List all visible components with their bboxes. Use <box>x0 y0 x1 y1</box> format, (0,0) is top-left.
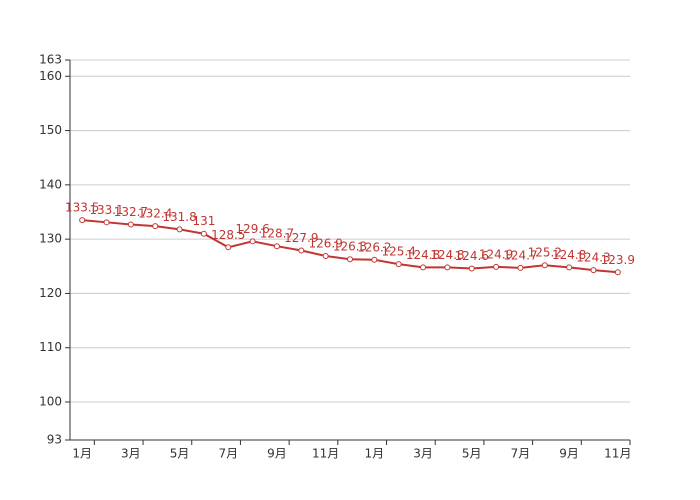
y-tick-label: 100 <box>39 395 62 409</box>
point <box>273 243 280 250</box>
data-label: 129.6 <box>235 222 269 236</box>
point <box>444 264 451 271</box>
point <box>517 264 524 271</box>
point <box>298 247 305 254</box>
x-tick-label: 7月 <box>511 447 531 461</box>
data-label: 124.6 <box>455 249 489 263</box>
x-tick-label: 11月 <box>312 447 339 461</box>
point <box>566 264 573 271</box>
x-tick-label: 9月 <box>267 447 287 461</box>
data-label: 124.8 <box>430 248 464 262</box>
point <box>103 219 110 226</box>
point <box>420 264 427 271</box>
y-tick-label: 160 <box>39 69 62 83</box>
data-label: 132.7 <box>114 205 148 219</box>
data-label: 124.8 <box>552 248 586 262</box>
data-label: 124.9 <box>479 247 513 261</box>
data-label: 126.3 <box>333 240 367 254</box>
point <box>371 256 378 263</box>
data-label: 124.3 <box>576 251 610 265</box>
point <box>79 217 86 224</box>
data-label: 128.5 <box>211 228 245 242</box>
point <box>541 262 548 269</box>
x-tick-label: 5月 <box>462 447 482 461</box>
point <box>468 265 475 272</box>
data-label: 125.2 <box>528 246 562 260</box>
x-tick-label: 1月 <box>72 447 92 461</box>
y-tick-label: 93 <box>47 433 62 447</box>
data-label: 124.7 <box>503 248 537 262</box>
data-label: 133.1 <box>89 203 123 217</box>
x-tick-label: 3月 <box>121 447 141 461</box>
y-tick-label: 130 <box>39 232 62 246</box>
point <box>249 238 256 245</box>
point <box>347 256 353 263</box>
point <box>200 230 207 237</box>
point <box>395 261 402 268</box>
data-label: 127.9 <box>284 231 318 245</box>
data-label: 126.9 <box>308 236 342 250</box>
x-tick-label: 7月 <box>218 447 238 461</box>
x-tick-label: 11月 <box>604 447 631 461</box>
data-label: 125.4 <box>382 245 416 259</box>
x-tick-label: 1月 <box>365 447 385 461</box>
data-label: 132.4 <box>138 207 172 221</box>
y-tick-label: 110 <box>39 340 62 354</box>
point <box>176 226 183 233</box>
point <box>152 223 159 230</box>
data-label: 131 <box>192 214 215 228</box>
x-tick-label: 3月 <box>413 447 433 461</box>
data-label: 123.9 <box>601 253 635 267</box>
data-label: 131.8 <box>162 210 196 224</box>
point <box>614 269 621 276</box>
data-label: 128.7 <box>260 227 294 241</box>
point <box>493 263 500 270</box>
data-label: 124.8 <box>406 248 440 262</box>
point <box>127 221 134 228</box>
point <box>225 244 232 251</box>
y-tick-label: 163 <box>39 53 62 67</box>
x-tick-label: 9月 <box>559 447 579 461</box>
y-tick-label: 150 <box>39 123 62 137</box>
point <box>322 252 329 259</box>
data-label: 133.5 <box>65 201 99 215</box>
y-tick-label: 120 <box>39 286 62 300</box>
data-label: 126.2 <box>357 240 391 254</box>
point <box>590 267 597 274</box>
y-tick-label: 140 <box>39 177 62 191</box>
x-tick-label: 5月 <box>170 447 190 461</box>
